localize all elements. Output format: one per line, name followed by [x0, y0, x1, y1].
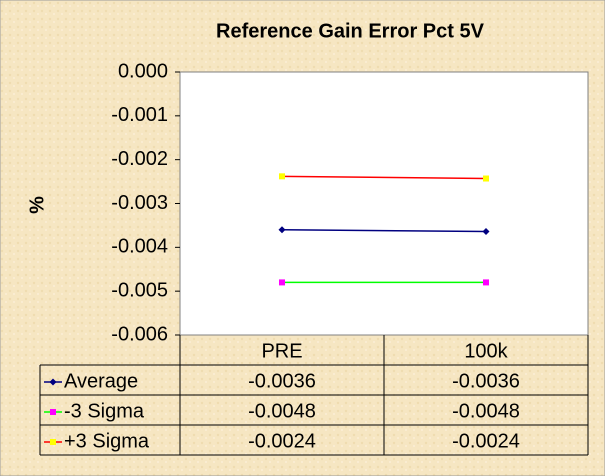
plot-area	[179, 71, 589, 336]
legend-marker	[50, 409, 56, 415]
marker	[278, 226, 286, 234]
legend-marker	[50, 439, 56, 445]
marker	[279, 173, 285, 180]
table-cell: -0.0036	[452, 370, 520, 392]
y-tick-label: -0.002	[111, 148, 168, 170]
x-tick-label: 100k	[464, 340, 508, 362]
table-cell: -0.0048	[452, 400, 520, 422]
x-tick-label: PRE	[261, 340, 302, 362]
table-cell: -0.0024	[248, 430, 316, 452]
marker	[279, 279, 285, 286]
series-line	[281, 229, 487, 233]
y-tick-label: -0.005	[111, 279, 168, 301]
marker	[483, 279, 489, 286]
series-line	[281, 175, 487, 180]
table-cell: -0.0024	[452, 430, 520, 452]
legend-marker	[49, 378, 57, 386]
marker	[483, 175, 489, 182]
y-axis-label: %	[26, 196, 48, 214]
y-tick-label: 0.000	[118, 60, 168, 82]
table-cell: -0.0048	[248, 400, 316, 422]
chart-title: Reference Gain Error Pct 5V	[216, 20, 485, 42]
marker	[482, 228, 490, 236]
legend-label: -3 Sigma	[64, 400, 145, 422]
y-tick-label: -0.003	[111, 192, 168, 214]
y-tick-label: -0.004	[111, 236, 168, 258]
y-tick-label: -0.001	[111, 104, 168, 126]
legend-label: Average	[64, 370, 138, 392]
y-tick-label: -0.006	[111, 323, 168, 345]
legend-label: +3 Sigma	[64, 430, 150, 452]
table-cell: -0.0036	[248, 370, 316, 392]
